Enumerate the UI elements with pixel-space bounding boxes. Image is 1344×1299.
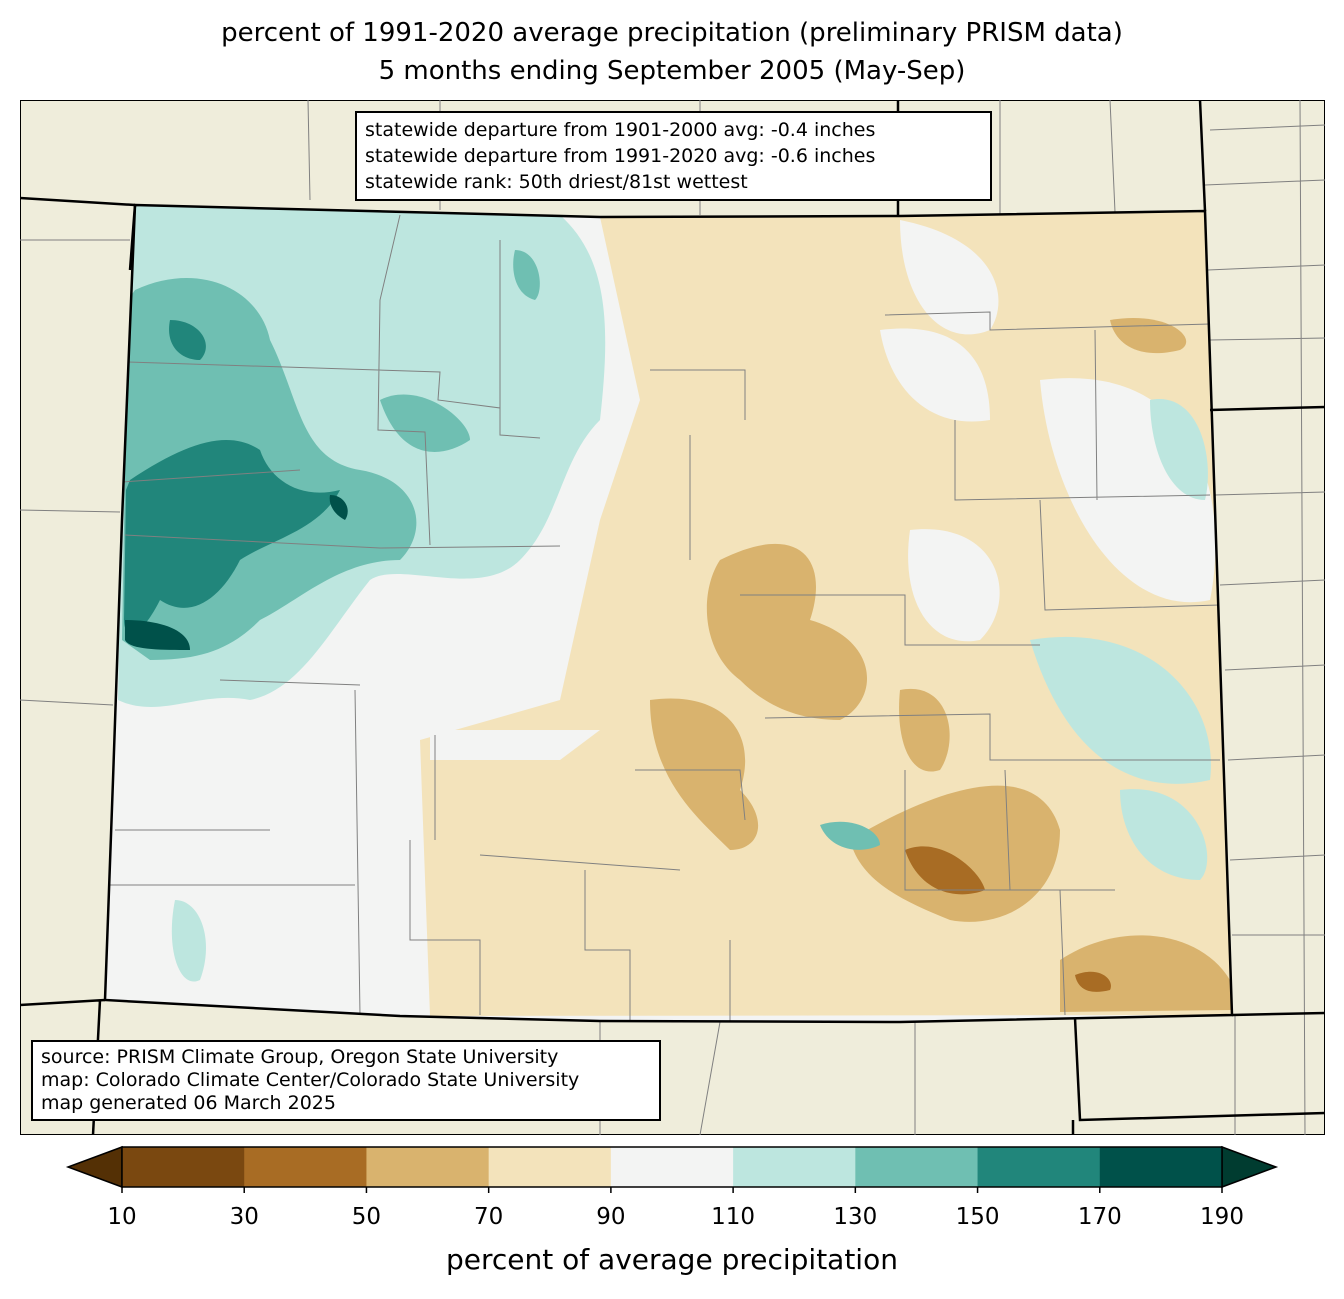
colorbar-tick-label: 70: [474, 1204, 504, 1230]
colorbar-tick-label: 30: [229, 1204, 259, 1230]
departure-1901-2000: statewide departure from 1901-2000 avg: …: [365, 119, 876, 141]
colorbar-tick-label: 110: [711, 1204, 756, 1230]
colorbar-bin: [855, 1147, 979, 1187]
map-title-line1: percent of 1991-2020 average precipitati…: [221, 18, 1123, 48]
colorbar-label: percent of average precipitation: [446, 1243, 898, 1276]
colorbar-tick-label: 190: [1200, 1204, 1244, 1230]
statewide-stats-box: statewide departure from 1901-2000 avg: …: [355, 111, 992, 201]
colorbar-extend-min: [65, 1145, 123, 1189]
colorbar-bin: [610, 1147, 734, 1187]
colorbar-tick-label: 90: [596, 1204, 626, 1230]
colorbar-tick-label: 10: [107, 1204, 137, 1230]
county-boundaries: [105, 214, 1221, 1022]
colorbar-bin: [1099, 1147, 1223, 1187]
precip-field: [105, 205, 1232, 1022]
source-line: source: PRISM Climate Group, Oregon Stat…: [41, 1046, 559, 1068]
colorbar-bin: [122, 1147, 245, 1187]
map-credit-line: map: Colorado Climate Center/Colorado St…: [41, 1069, 580, 1091]
departure-1991-2020: statewide departure from 1991-2020 avg: …: [365, 145, 876, 167]
colorbar-extend-max: [1221, 1145, 1279, 1189]
generated-date-line: map generated 06 March 2025: [41, 1092, 336, 1114]
precipitation-map: [20, 100, 1325, 1135]
colorbar-bin: [244, 1147, 367, 1187]
colorbar-bin: [488, 1147, 612, 1187]
colorbar-tick-label: 130: [833, 1204, 878, 1230]
colorbar-bin: [977, 1147, 1101, 1187]
state-boundaries: [20, 100, 1325, 1135]
colorbar-tick-label: 170: [1077, 1204, 1122, 1230]
colorbar-bin: [733, 1147, 856, 1187]
colorbar: [65, 1145, 1279, 1193]
statewide-rank: statewide rank: 50th driest/81st wettest: [365, 171, 748, 193]
colorbar-tick-label: 150: [955, 1204, 1000, 1230]
colorbar-outline: [121, 1146, 1223, 1188]
colorbar-tick-label: 50: [351, 1204, 382, 1230]
map-title-line2: 5 months ending September 2005 (May-Sep): [378, 56, 966, 86]
source-box: source: PRISM Climate Group, Oregon Stat…: [31, 1040, 661, 1121]
colorbar-bin: [366, 1147, 490, 1187]
